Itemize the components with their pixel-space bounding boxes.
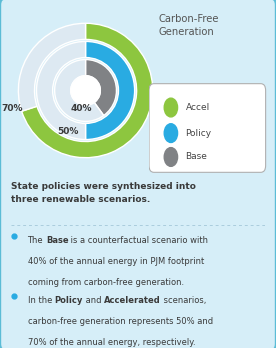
Circle shape	[71, 76, 100, 105]
Text: In the: In the	[28, 296, 55, 305]
Circle shape	[164, 148, 177, 166]
Text: 50%: 50%	[57, 127, 79, 136]
Text: Policy: Policy	[55, 296, 83, 305]
Wedge shape	[36, 41, 86, 140]
Text: Carbon-Free
Generation: Carbon-Free Generation	[159, 14, 219, 37]
Wedge shape	[86, 41, 135, 140]
Wedge shape	[86, 60, 116, 116]
Wedge shape	[55, 60, 104, 121]
Text: Accel: Accel	[185, 103, 210, 112]
Text: Base: Base	[46, 236, 68, 245]
Text: 70% of the annual energy, respectively.: 70% of the annual energy, respectively.	[28, 338, 195, 347]
FancyBboxPatch shape	[149, 84, 266, 172]
Text: coming from carbon-free generation.: coming from carbon-free generation.	[28, 278, 184, 287]
Text: Policy: Policy	[185, 129, 212, 137]
Circle shape	[164, 98, 177, 117]
Text: scenarios,: scenarios,	[161, 296, 206, 305]
Text: State policies were synthesized into
three renewable scenarios.: State policies were synthesized into thr…	[11, 182, 196, 204]
Text: Accelerated: Accelerated	[104, 296, 161, 305]
Text: 40% of the annual energy in PJM footprint: 40% of the annual energy in PJM footprin…	[28, 257, 204, 266]
Wedge shape	[22, 23, 153, 158]
Text: 40%: 40%	[71, 104, 92, 113]
Text: The: The	[28, 236, 46, 245]
Text: Base: Base	[185, 152, 207, 161]
Text: 70%: 70%	[1, 104, 23, 113]
Wedge shape	[18, 23, 86, 111]
Text: is a counterfactual scenario with: is a counterfactual scenario with	[68, 236, 208, 245]
Text: carbon-free generation represents 50% and: carbon-free generation represents 50% an…	[28, 317, 213, 326]
Text: and: and	[83, 296, 104, 305]
Circle shape	[164, 124, 177, 142]
